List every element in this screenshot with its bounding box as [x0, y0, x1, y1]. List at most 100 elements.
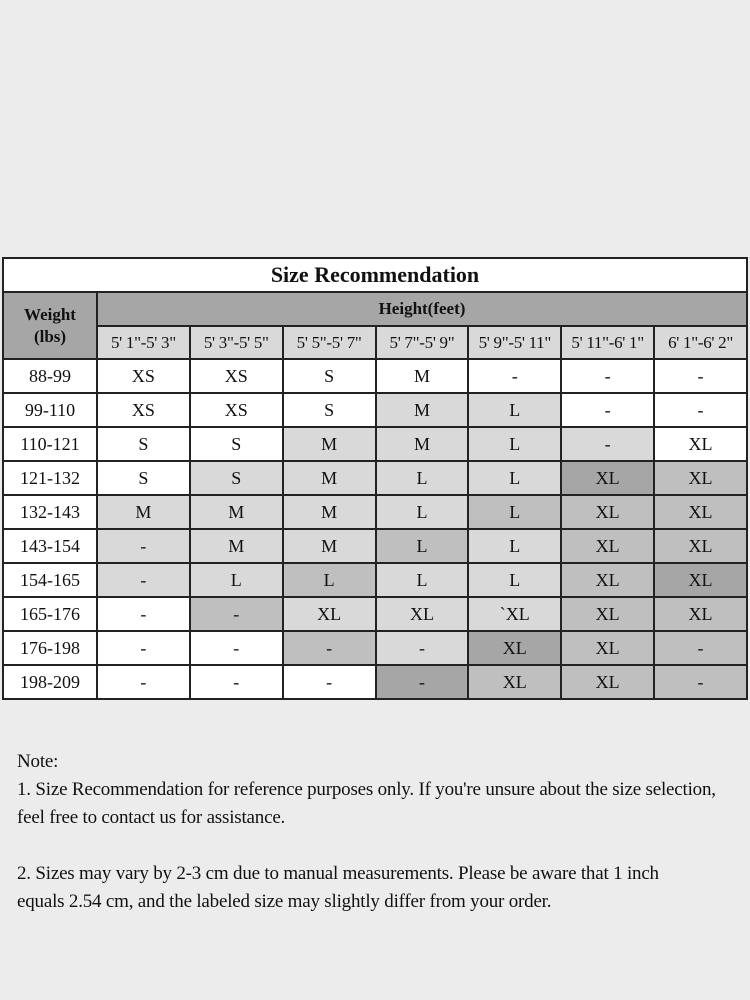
height-range-row: 5' 1"-5' 3" 5' 3"-5' 5" 5' 5"-5' 7" 5' 7"-5…	[3, 325, 748, 360]
size-cell: M	[281, 528, 377, 564]
size-cell: XL	[560, 596, 656, 632]
table-title: Size Recommendation	[2, 257, 748, 293]
size-cell: XL	[653, 460, 748, 496]
notes-heading: Note:	[17, 751, 59, 772]
size-cell: M	[188, 528, 284, 564]
weight-cell: 165-176	[2, 596, 98, 632]
size-cell: M	[96, 494, 191, 530]
size-cell: XS	[96, 392, 191, 428]
height-range-header: 5' 11"-6' 1"	[560, 325, 656, 360]
size-cell: XL	[560, 630, 656, 666]
size-cell: L	[467, 528, 563, 564]
size-cell: -	[96, 528, 191, 564]
weight-header-line-2: (lbs)	[33, 326, 67, 346]
size-cell: XL	[560, 494, 656, 530]
size-cell: -	[281, 664, 377, 700]
size-cell: -	[188, 596, 284, 632]
size-cell: M	[281, 460, 377, 496]
size-cell: -	[560, 426, 656, 462]
size-cell: -	[96, 562, 191, 598]
size-cell: XS	[96, 358, 191, 394]
size-cell: -	[188, 664, 284, 700]
size-cell: L	[374, 460, 470, 496]
size-cell: XL	[374, 596, 470, 632]
size-cell: XL	[560, 562, 656, 598]
weight-column-header: Weight (lbs)	[2, 291, 98, 360]
weight-cell: 143-154	[2, 528, 98, 564]
size-cell: L	[374, 562, 470, 598]
note-1: 1. Size Recommendation for reference pur…	[17, 779, 716, 828]
size-cell: L	[467, 562, 563, 598]
table-row: 88-99 XS XS S M - - -	[2, 358, 748, 394]
height-range-header: 5' 3"-5' 5"	[188, 325, 284, 360]
size-cell: XL	[560, 664, 656, 700]
table-row: 121-132 S S M L L XL XL	[2, 460, 748, 496]
height-range-header: 6' 1"-6' 2"	[653, 325, 748, 360]
size-cell: L	[374, 528, 470, 564]
weight-cell: 198-209	[2, 664, 98, 700]
size-cell: XL	[653, 528, 748, 564]
size-recommendation-table: Size Recommendation Weight (lbs) Height(…	[2, 257, 748, 700]
size-cell: L	[188, 562, 284, 598]
size-cell: XL	[560, 460, 656, 496]
size-cell: XL	[467, 664, 563, 700]
size-cell: S	[281, 358, 377, 394]
size-cell: -	[96, 630, 191, 666]
height-range-header: 5' 1"-5' 3"	[96, 325, 191, 360]
weight-cell: 176-198	[2, 630, 98, 666]
table-row: 154-165- L L L L XL XL	[2, 562, 748, 598]
size-cell: -	[96, 664, 191, 700]
size-cell: XL	[281, 596, 377, 632]
size-cell: -	[653, 664, 748, 700]
size-cell: XL	[653, 562, 748, 598]
size-cell: L	[467, 460, 563, 496]
height-range-header: 5' 5"-5' 7"	[281, 325, 377, 360]
size-cell: S	[281, 392, 377, 428]
table-row: 132-143 M M M L L XL XL	[2, 494, 748, 530]
weight-cell: 121-132	[2, 460, 98, 496]
weight-cell: 132-143	[2, 494, 98, 530]
weight-cell: 88-99	[2, 358, 98, 394]
size-cell: S	[188, 426, 284, 462]
size-cell: -	[374, 664, 470, 700]
table-row: 198-209- - - - XL XL -	[2, 664, 748, 700]
size-cell: XL	[653, 426, 748, 462]
height-range-header: 5' 7"-5' 9"	[374, 325, 470, 360]
table-row: 143-154- M M L L XL XL	[2, 528, 748, 564]
size-cell: S	[96, 426, 191, 462]
size-cell: M	[281, 426, 377, 462]
size-cell: XS	[188, 358, 284, 394]
size-cell: L	[467, 392, 563, 428]
table-row: 99-110 XS XS S M L - -	[2, 392, 748, 428]
size-cell: -	[96, 596, 191, 632]
size-cell: M	[374, 358, 470, 394]
size-cell: XL	[467, 630, 563, 666]
size-cell: L	[467, 426, 563, 462]
size-cell: -	[653, 392, 748, 428]
table-row: 110-121 S S M M L - XL	[2, 426, 748, 462]
weight-header-line-1: Weight	[24, 304, 76, 324]
size-cell: -	[653, 358, 748, 394]
size-cell: XL	[653, 596, 748, 632]
size-cell: L	[281, 562, 377, 598]
size-cell: -	[374, 630, 470, 666]
size-cell: -	[560, 358, 656, 394]
notes-section: Note: 1. Size Recommendation for referen…	[17, 748, 747, 916]
size-cell: M	[281, 494, 377, 530]
size-cell: S	[188, 460, 284, 496]
note-2: 2. Sizes may vary by 2-3 cm due to manua…	[17, 863, 659, 912]
weight-cell: 110-121	[2, 426, 98, 462]
size-cell: XL	[653, 494, 748, 530]
size-cell: M	[374, 392, 470, 428]
size-cell: L	[467, 494, 563, 530]
size-cell: XS	[188, 392, 284, 428]
size-cell: M	[374, 426, 470, 462]
size-cell: -	[188, 630, 284, 666]
table-body: 88-99 XS XS S M - - -99-110 XS XS S M L - -110-121 S S M M…	[2, 358, 748, 700]
size-cell: M	[188, 494, 284, 530]
size-cell: -	[281, 630, 377, 666]
size-cell: -	[653, 630, 748, 666]
size-cell: XL	[560, 528, 656, 564]
size-cell: -	[467, 358, 563, 394]
size-cell: -	[560, 392, 656, 428]
